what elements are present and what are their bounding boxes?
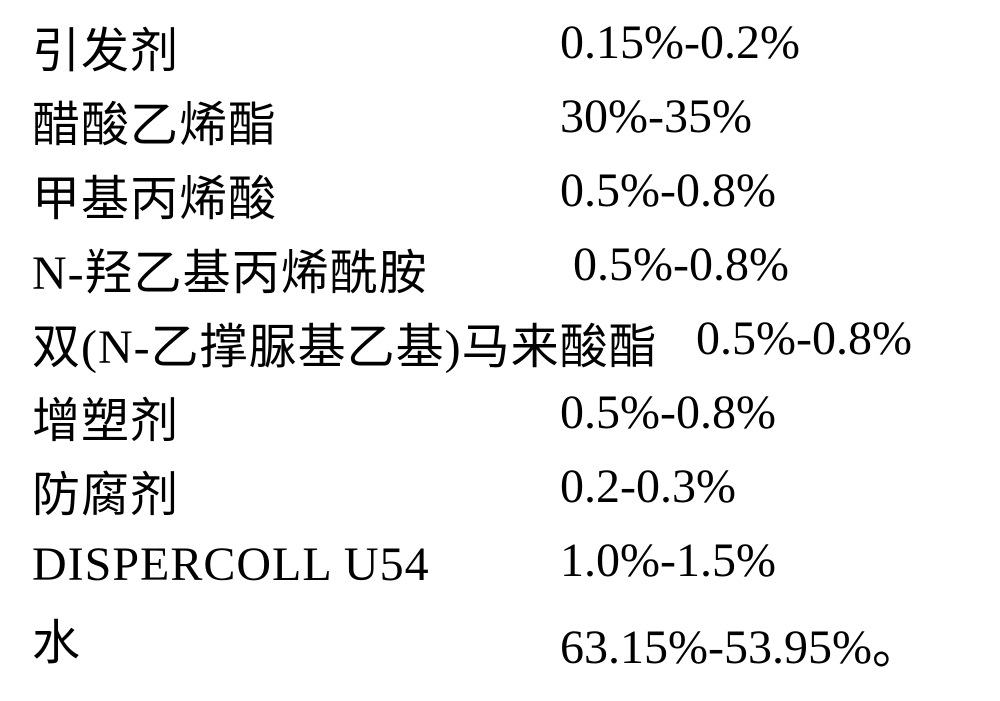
- ingredient-label: 引发剂: [32, 11, 179, 81]
- table-row: 防腐剂: [32, 454, 179, 526]
- ingredient-value: 1.0%-1.5%: [560, 533, 776, 588]
- ingredient-value: 63.15%-53.95%。: [560, 607, 920, 677]
- ingredient-value: 0.15%-0.2%: [560, 15, 800, 70]
- ingredient-label: DISPERCOLL U54: [32, 537, 430, 592]
- table-row: 增塑剂: [32, 380, 179, 452]
- ingredient-label: 增塑剂: [32, 381, 179, 451]
- ingredient-label: N-羟乙基丙烯酰胺: [32, 233, 428, 303]
- ingredient-value: 30%-35%: [560, 89, 752, 144]
- ingredient-value: 0.5%-0.8%: [560, 385, 776, 440]
- table-row: 水: [32, 602, 81, 674]
- ingredient-value: 0.2-0.3%: [560, 459, 736, 514]
- ingredient-value: 0.5%-0.8%: [560, 163, 776, 218]
- table-row: N-羟乙基丙烯酰胺: [32, 232, 428, 304]
- composition-list: 引发剂 0.15%-0.2% 醋酸乙烯酯 30%-35% 甲基丙烯酸 0.5%-…: [0, 0, 1000, 701]
- table-row: DISPERCOLL U54: [32, 528, 430, 600]
- table-row: 甲基丙烯酸: [32, 158, 277, 230]
- ingredient-label: 防腐剂: [32, 455, 179, 525]
- table-row: 醋酸乙烯酯: [32, 84, 277, 156]
- ingredient-label: 醋酸乙烯酯: [32, 85, 277, 155]
- ingredient-value: 0.5%-0.8%: [696, 311, 912, 366]
- ingredient-label: 双(N-乙撑脲基乙基)马来酸酯: [32, 307, 658, 377]
- terminal-period: 。: [872, 621, 920, 674]
- table-row: 引发剂: [32, 10, 179, 82]
- table-row: 双(N-乙撑脲基乙基)马来酸酯: [32, 306, 658, 378]
- ingredient-value: 0.5%-0.8%: [573, 237, 789, 292]
- ingredient-value-text: 63.15%-53.95%: [560, 621, 872, 674]
- ingredient-label: 水: [32, 603, 81, 673]
- ingredient-label: 甲基丙烯酸: [32, 159, 277, 229]
